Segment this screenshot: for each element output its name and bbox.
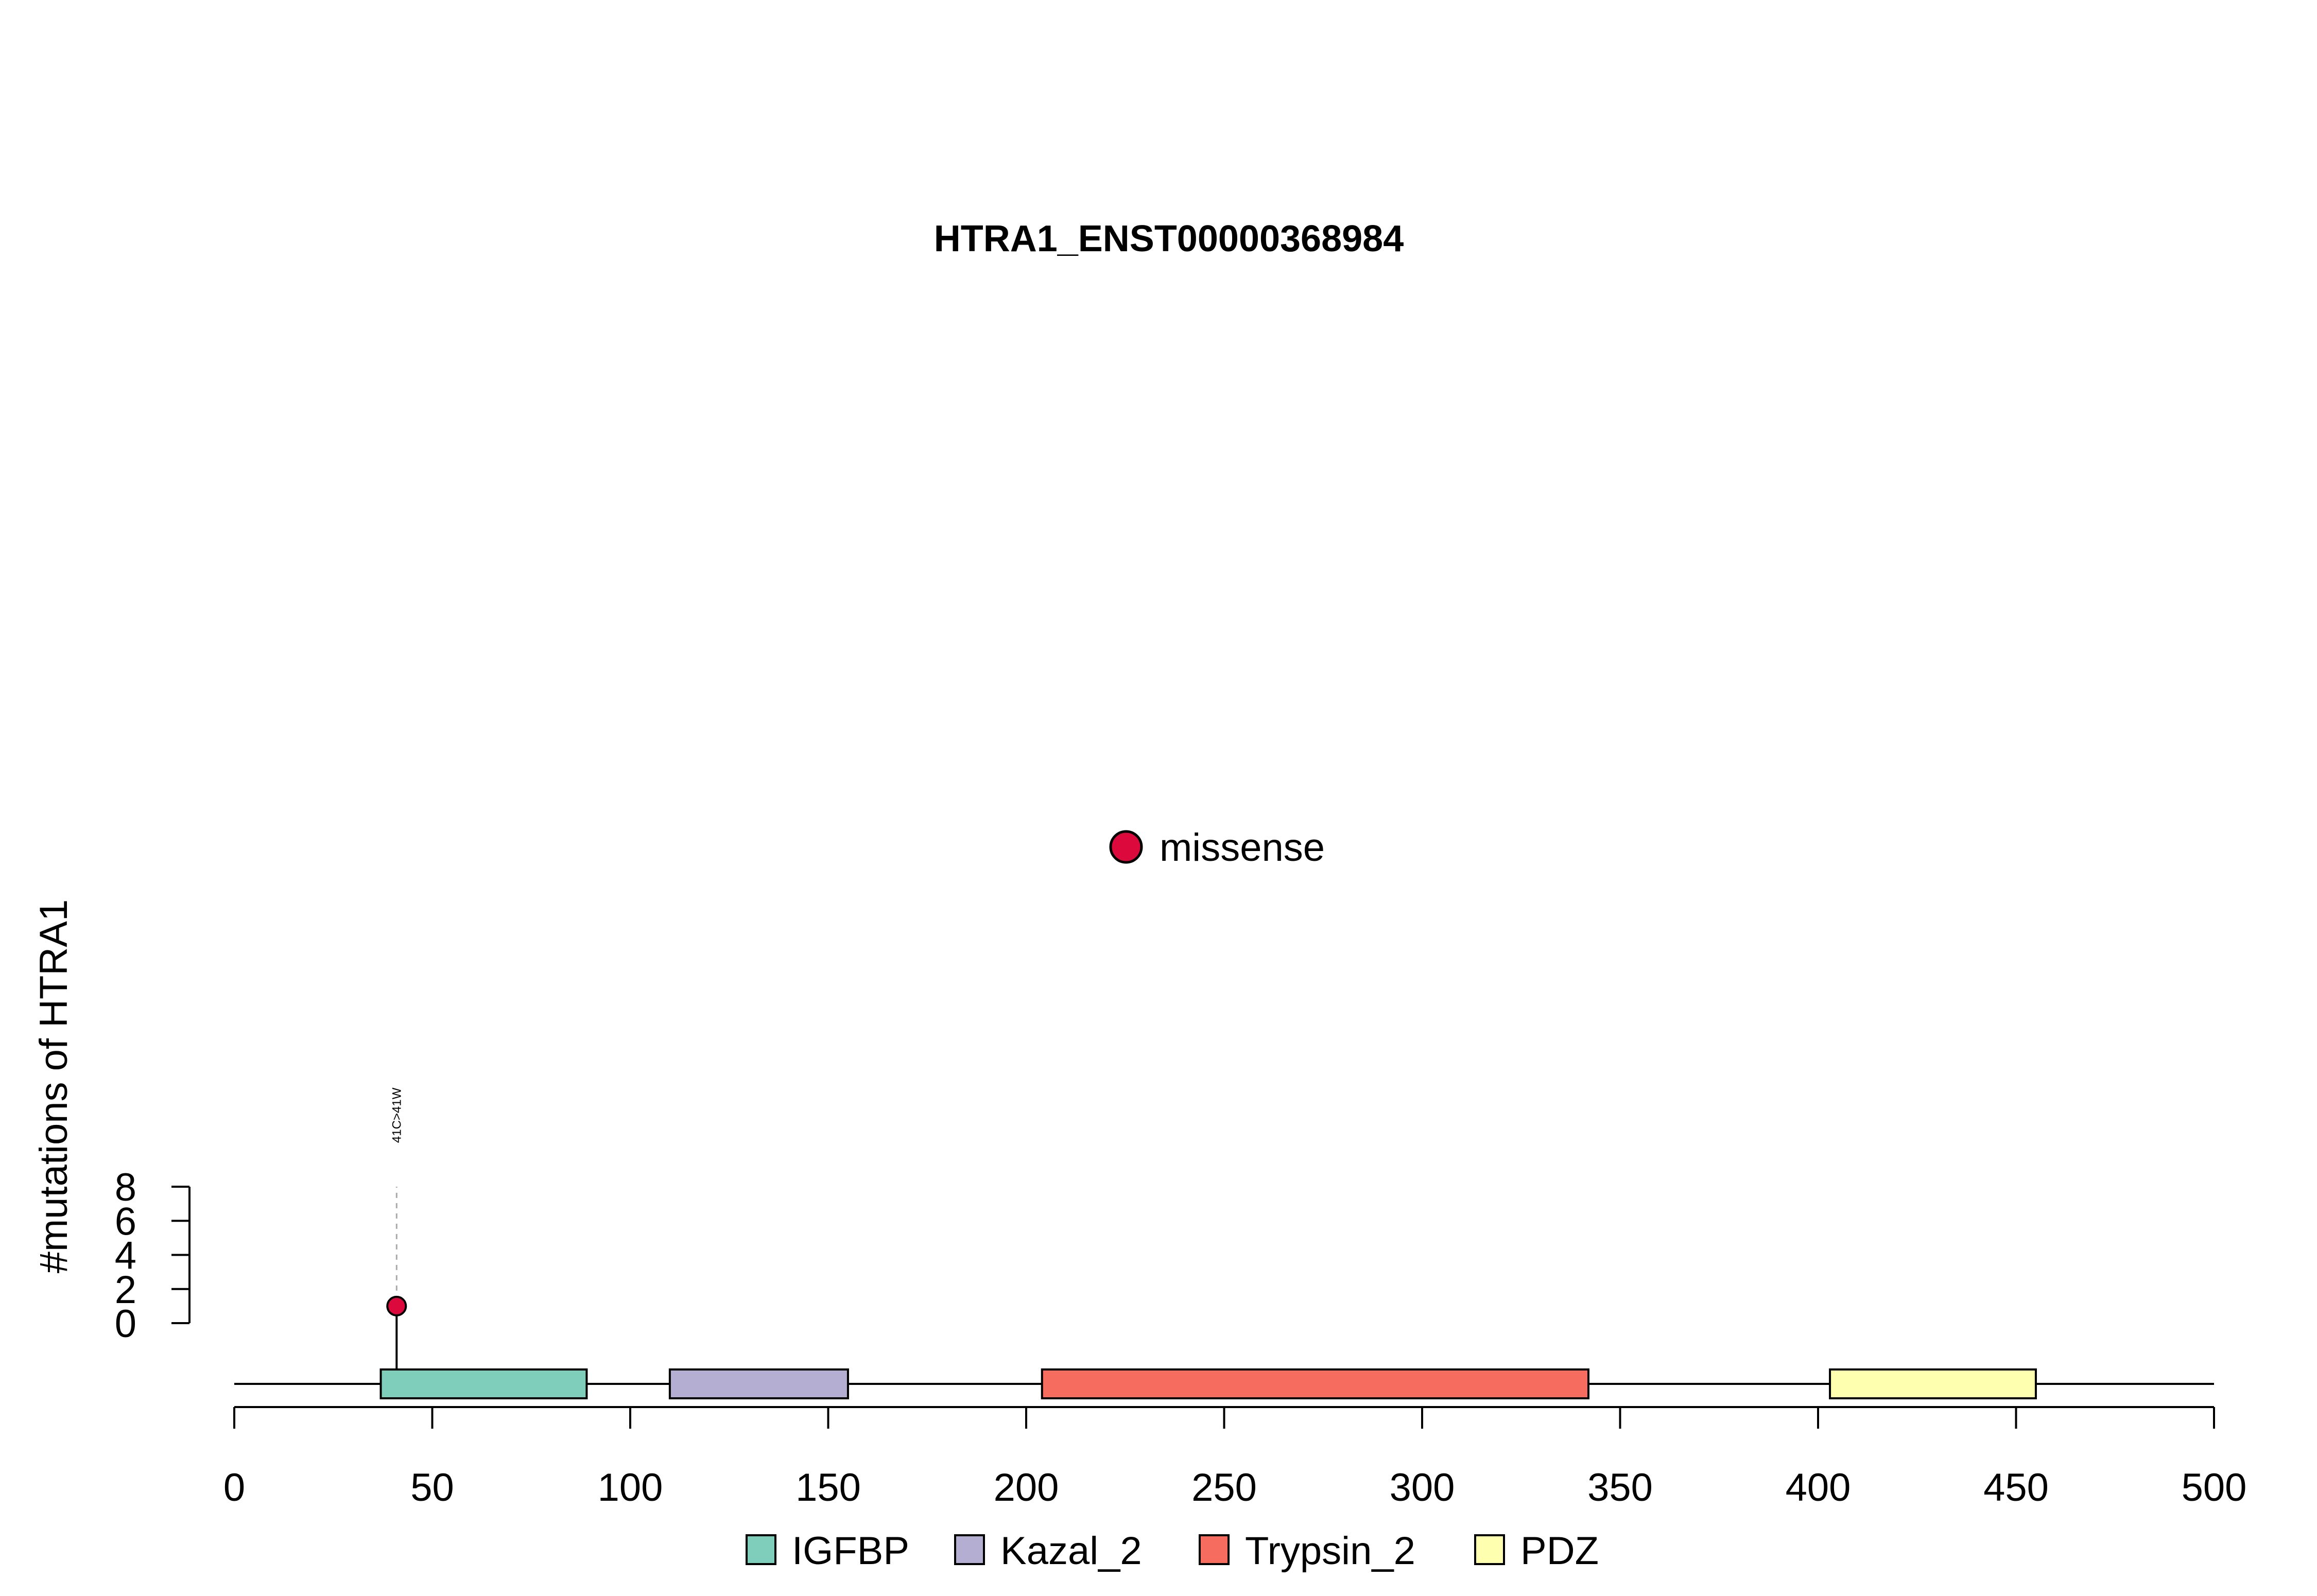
legend-swatch-IGFBP — [746, 1534, 776, 1565]
x-tick-label-150: 150 — [796, 1466, 861, 1510]
y-tick-label-6: 6 — [115, 1200, 136, 1243]
domain-IGFBP — [379, 1368, 588, 1399]
legend-label-missense: missense — [1160, 826, 1325, 870]
legend-label-Trypsin_2: Trypsin_2 — [1245, 1529, 1415, 1573]
lollipop-head — [386, 1295, 407, 1316]
domain-Kazal_2 — [668, 1368, 849, 1399]
x-tick-label-450: 450 — [1983, 1466, 2049, 1510]
y-axis-label: #mutations of HTRA1 — [32, 899, 76, 1274]
x-tick-label-0: 0 — [223, 1466, 245, 1510]
x-tick-label-100: 100 — [598, 1466, 663, 1510]
x-axis: 0 50 100 150 200 250 300 350 400 450 500 — [223, 1406, 2247, 1510]
legend-swatch-PDZ — [1474, 1534, 1505, 1565]
domain-boxes — [379, 1368, 2037, 1399]
x-tick-label-200: 200 — [994, 1466, 1059, 1510]
x-tick-label-400: 400 — [1786, 1466, 1851, 1510]
y-tick-label-8: 8 — [115, 1166, 136, 1209]
legend-label-Kazal_2: Kazal_2 — [1000, 1529, 1142, 1573]
domain-PDZ — [1829, 1368, 2037, 1399]
mutation-lollipops: 41C>41W — [386, 1087, 407, 1369]
x-tick-label-250: 250 — [1191, 1466, 1257, 1510]
mutation-type-legend: missense — [1109, 826, 1325, 870]
y-tick-label-0: 0 — [115, 1302, 136, 1346]
x-tick-label-500: 500 — [2182, 1466, 2247, 1510]
legend-swatch-Kazal_2 — [954, 1534, 985, 1565]
legend-marker-missense — [1109, 830, 1143, 864]
mutation-label: 41C>41W — [390, 1087, 404, 1143]
x-tick-label-350: 350 — [1587, 1466, 1653, 1510]
chart-title: HTRA1_ENST00000368984 — [934, 218, 1404, 259]
x-tick-label-300: 300 — [1390, 1466, 1455, 1510]
y-tick-label-4: 4 — [115, 1234, 136, 1278]
domain-Trypsin_2 — [1041, 1368, 1589, 1399]
y-tick-label-2: 2 — [115, 1268, 136, 1312]
legend-label-PDZ: PDZ — [1520, 1529, 1599, 1573]
legend-swatch-Trypsin_2 — [1199, 1534, 1230, 1565]
legend-label-IGFBP: IGFBP — [792, 1529, 909, 1573]
domain-legend: IGFBP Kazal_2 Trypsin_2 PDZ — [746, 1529, 1599, 1573]
x-tick-label-50: 50 — [410, 1466, 454, 1510]
